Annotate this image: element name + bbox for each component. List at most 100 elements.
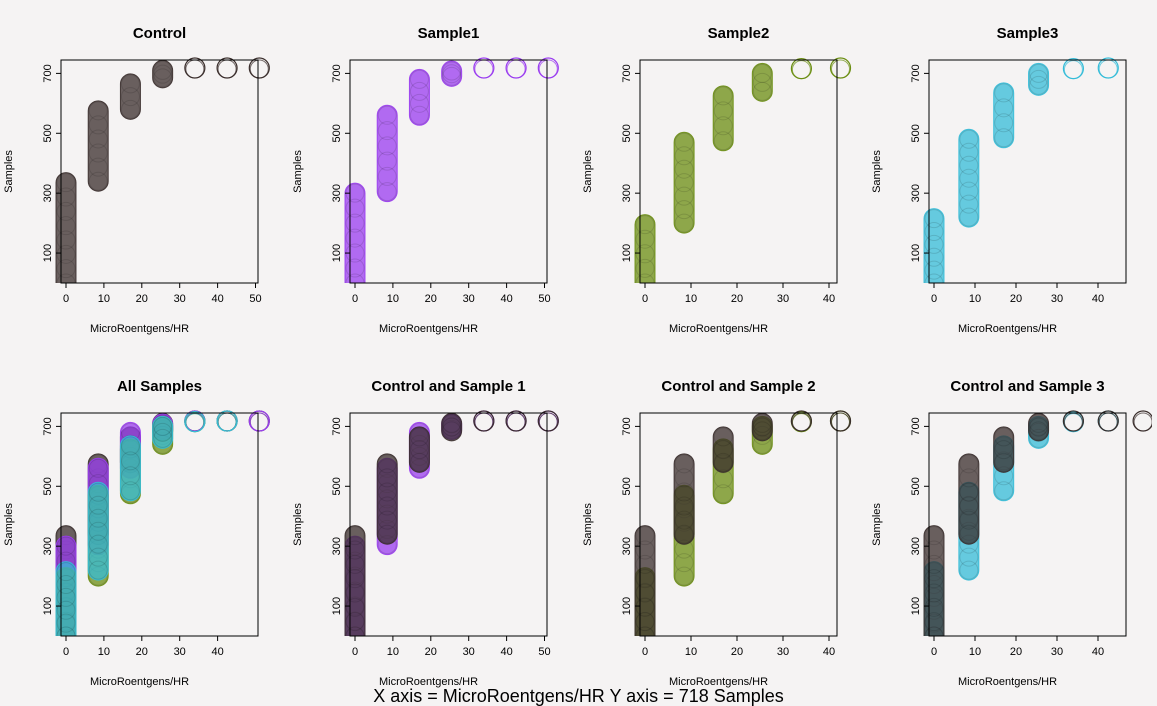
chart-panel-3: Sample2 0 10 20 30 40 100 300 500 700 MicroRoentge… — [582, 25, 852, 335]
data-point-ring — [994, 98, 1014, 118]
data-point-ring — [88, 143, 108, 163]
x-tick-label: 10 — [685, 293, 697, 305]
data-point-ring — [88, 101, 108, 121]
chart-panel-6: Control and Sample 1 0 10 20 30 40 50 100 300 500… — [292, 378, 559, 688]
x-tick-label: 30 — [777, 293, 789, 305]
y-axis-label: Samples — [3, 503, 15, 546]
data-point-ring — [56, 273, 76, 283]
data-point-ring — [88, 458, 108, 478]
data-point — [408, 426, 430, 473]
data-point-ring — [88, 129, 108, 149]
x-axis-label: MicroRoentgens/HR — [669, 323, 768, 335]
data-point-ring — [442, 413, 462, 433]
data-point-ring — [345, 213, 365, 233]
data-point-ring — [56, 201, 76, 221]
y-tick-label: 300 — [910, 537, 922, 555]
data-point-ring — [635, 540, 655, 560]
data-point-ring — [924, 540, 944, 560]
data-point-ring — [674, 524, 694, 544]
data-point-ring — [959, 194, 979, 214]
y-axis-label: Samples — [871, 150, 883, 193]
chart-title: Sample1 — [418, 25, 480, 42]
y-tick-label: 500 — [910, 477, 922, 495]
data-point-ring — [713, 116, 733, 136]
x-axis-label: MicroRoentgens/HR — [669, 676, 768, 688]
data-point-ring — [959, 181, 979, 201]
series-group — [634, 410, 852, 636]
data-point — [923, 208, 945, 283]
data-point-ring — [442, 421, 462, 441]
data-point — [217, 412, 237, 432]
x-tick-label: 10 — [98, 646, 110, 658]
data-point — [538, 59, 558, 79]
chart-title: Control — [133, 25, 186, 42]
data-point-ring — [442, 417, 462, 437]
data-point-ring — [674, 566, 694, 586]
data-point — [344, 182, 366, 283]
x-tick-label: 40 — [1092, 646, 1104, 658]
data-point — [1028, 62, 1050, 96]
x-tick-label: 10 — [98, 293, 110, 305]
data-point-ring — [345, 258, 365, 278]
data-point-ring — [377, 136, 397, 156]
x-axis-label: MicroRoentgens/HR — [90, 676, 189, 688]
chart-panel-1: Control 0 10 20 30 40 50 100 300 500 700 MicroRoent… — [3, 25, 270, 335]
data-point-ring — [713, 101, 733, 121]
data-point-ring — [959, 129, 979, 149]
data-point-ring — [674, 146, 694, 166]
data-point-ring — [994, 481, 1014, 501]
chart-title: Control and Sample 3 — [950, 378, 1104, 395]
data-point-ring — [345, 228, 365, 248]
series-group — [55, 410, 270, 636]
data-point-ring — [959, 560, 979, 580]
chart-panel-4: Sample3 0 10 20 30 40 100 300 500 700 MicroRoentge… — [871, 25, 1127, 335]
data-point-ring — [153, 64, 173, 84]
x-tick-label: 30 — [777, 646, 789, 658]
data-point-ring — [153, 60, 173, 80]
data-point-ring — [56, 216, 76, 236]
data-point-ring — [924, 597, 944, 617]
data-point — [673, 131, 695, 234]
data-point-ring — [752, 417, 772, 437]
data-point-ring — [56, 259, 76, 279]
data-point-ring — [120, 451, 140, 471]
y-tick-label: 100 — [331, 597, 343, 615]
x-tick-label: 0 — [931, 646, 937, 658]
data-point-ring — [120, 481, 140, 501]
data-point-ring — [120, 436, 140, 456]
x-tick-label: 40 — [211, 293, 223, 305]
x-tick-label: 30 — [1051, 646, 1063, 658]
x-axis-label: MicroRoentgens/HR — [90, 323, 189, 335]
data-point — [634, 214, 656, 283]
data-point-ring — [409, 452, 429, 472]
data-point-ring — [120, 99, 140, 119]
data-point-ring — [56, 173, 76, 193]
data-point — [712, 426, 734, 473]
data-point — [87, 100, 109, 192]
data-point-ring — [924, 583, 944, 603]
y-tick-label: 700 — [621, 417, 633, 435]
data-point-ring — [377, 510, 397, 530]
data-point — [376, 104, 398, 203]
x-tick-label: 50 — [538, 646, 550, 658]
data-point-ring — [409, 69, 429, 89]
data-point-ring — [635, 554, 655, 574]
data-point-ring — [56, 613, 76, 633]
data-point — [506, 59, 526, 79]
y-tick-label: 500 — [42, 124, 54, 142]
data-point — [152, 415, 174, 449]
data-point-ring — [56, 600, 76, 620]
y-tick-label: 500 — [621, 124, 633, 142]
y-axis-label: Samples — [871, 503, 883, 546]
data-point-ring — [120, 74, 140, 94]
data-point — [506, 412, 526, 432]
data-point-ring — [377, 121, 397, 141]
y-tick-label: 700 — [910, 417, 922, 435]
data-point — [1098, 59, 1118, 79]
data-point — [958, 453, 980, 545]
data-point-ring — [635, 258, 655, 278]
x-tick-label: 40 — [1092, 293, 1104, 305]
data-point-ring — [635, 273, 655, 283]
data-point-ring — [345, 612, 365, 632]
y-tick-label: 500 — [910, 124, 922, 142]
